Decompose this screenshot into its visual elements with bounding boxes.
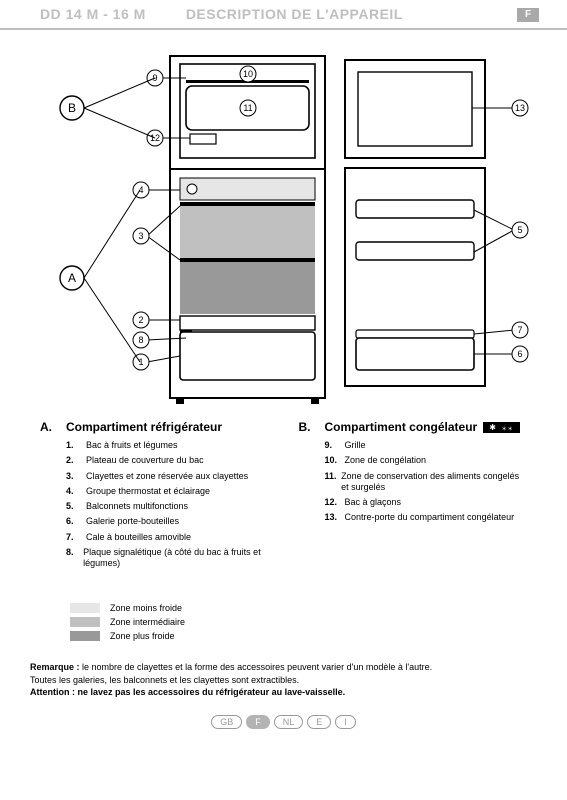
note-line-1: Remarque : le nombre de clayettes et la … xyxy=(30,661,537,674)
legend-row: Zone plus froide xyxy=(70,631,567,641)
svg-text:B: B xyxy=(68,101,76,115)
legend-swatch xyxy=(70,617,100,627)
legend-swatch xyxy=(70,603,100,613)
legend-row: Zone moins froide xyxy=(70,603,567,613)
list-item: 5.Balconnets multifonctions xyxy=(40,501,269,512)
item-text: Grille xyxy=(345,440,366,451)
svg-text:11: 11 xyxy=(243,103,252,113)
temperature-legend: Zone moins froide Zone intermédiaire Zone … xyxy=(70,603,567,641)
svg-text:10: 10 xyxy=(243,69,253,79)
page-title: DESCRIPTION DE L'APPAREIL xyxy=(186,6,403,22)
page-header: DD 14 M - 16 M DESCRIPTION DE L'APPAREIL… xyxy=(0,0,567,30)
item-text: Zone de conservation des aliments congel… xyxy=(341,471,527,494)
list-item: 4.Groupe thermostat et éclairage xyxy=(40,486,269,497)
legend-label: Zone moins froide xyxy=(110,603,182,613)
svg-text:6: 6 xyxy=(517,349,522,359)
list-item: 13.Contre-porte du compartiment congélat… xyxy=(299,512,528,523)
lang-nl[interactable]: NL xyxy=(274,715,304,729)
item-number: 8. xyxy=(66,547,83,570)
svg-text:13: 13 xyxy=(515,103,525,113)
item-number: 4. xyxy=(66,486,86,497)
section-b-title: Compartiment congélateur xyxy=(325,420,478,434)
item-text: Clayettes et zone réservée aux clayettes xyxy=(86,471,248,482)
model-code: DD 14 M - 16 M xyxy=(40,6,146,22)
freezer-rating-icon: ✱ ⁎⁎ xyxy=(483,422,520,433)
item-number: 5. xyxy=(66,501,86,512)
note-line-2: Toutes les galeries, les balconnets et l… xyxy=(30,674,537,687)
diagram-svg: 91011124328113576BA xyxy=(0,30,567,420)
list-item: 8.Plaque signalétique (à côté du bac à f… xyxy=(40,547,269,570)
section-b-letter: B. xyxy=(299,420,325,434)
item-text: Plateau de couverture du bac xyxy=(86,455,204,466)
section-b-head: B. Compartiment congélateur ✱ ⁎⁎ xyxy=(299,420,528,434)
note-remarque-text: le nombre de clayettes et la forme des a… xyxy=(80,662,433,672)
list-item: 6.Galerie porte-bouteilles xyxy=(40,516,269,527)
svg-text:8: 8 xyxy=(138,335,143,345)
list-item: 7.Cale à bouteilles amovible xyxy=(40,532,269,543)
legend-label: Zone plus froide xyxy=(110,631,175,641)
item-text: Bac à fruits et légumes xyxy=(86,440,178,451)
item-text: Bac à glaçons xyxy=(345,497,402,508)
lang-e[interactable]: E xyxy=(307,715,331,729)
svg-text:4: 4 xyxy=(138,185,143,195)
note-line-3: Attention : ne lavez pas les accessoires… xyxy=(30,686,537,699)
item-text: Cale à bouteilles amovible xyxy=(86,532,191,543)
item-number: 12. xyxy=(325,497,345,508)
legend-row: Zone intermédiaire xyxy=(70,617,567,627)
list-item: 10.Zone de congélation xyxy=(299,455,528,466)
note-remarque-label: Remarque : xyxy=(30,662,80,672)
legend-swatch xyxy=(70,631,100,641)
list-item: 11.Zone de conservation des aliments con… xyxy=(299,471,528,494)
list-item: 2.Plateau de couverture du bac xyxy=(40,455,269,466)
item-text: Plaque signalétique (à côté du bac à fru… xyxy=(83,547,268,570)
item-text: Zone de congélation xyxy=(345,455,427,466)
svg-text:1: 1 xyxy=(138,357,143,367)
svg-text:3: 3 xyxy=(138,231,143,241)
language-tab: F xyxy=(517,8,539,22)
description-columns: A. Compartiment réfrigérateur 1.Bac à fr… xyxy=(0,420,567,573)
item-text: Galerie porte-bouteilles xyxy=(86,516,179,527)
item-text: Balconnets multifonctions xyxy=(86,501,188,512)
item-number: 3. xyxy=(66,471,86,482)
section-a-letter: A. xyxy=(40,420,66,434)
item-number: 7. xyxy=(66,532,86,543)
list-item: 1.Bac à fruits et légumes xyxy=(40,440,269,451)
item-number: 10. xyxy=(325,455,345,466)
item-number: 6. xyxy=(66,516,86,527)
svg-text:5: 5 xyxy=(517,225,522,235)
notes-block: Remarque : le nombre de clayettes et la … xyxy=(30,661,537,699)
legend-label: Zone intermédiaire xyxy=(110,617,185,627)
item-number: 1. xyxy=(66,440,86,451)
item-text: Contre-porte du compartiment congélateur xyxy=(345,512,515,523)
note-attention: Attention : ne lavez pas les accessoires… xyxy=(30,687,345,697)
item-number: 13. xyxy=(325,512,345,523)
list-item: 9.Grille xyxy=(299,440,528,451)
list-item: 3.Clayettes et zone réservée aux clayett… xyxy=(40,471,269,482)
lang-gb[interactable]: GB xyxy=(211,715,242,729)
svg-text:7: 7 xyxy=(517,325,522,335)
section-a-head: A. Compartiment réfrigérateur xyxy=(40,420,269,434)
svg-text:2: 2 xyxy=(138,315,143,325)
section-a-title: Compartiment réfrigérateur xyxy=(66,420,222,434)
item-text: Groupe thermostat et éclairage xyxy=(86,486,210,497)
item-number: 2. xyxy=(66,455,86,466)
lang-i[interactable]: I xyxy=(335,715,356,729)
item-number: 11. xyxy=(325,471,342,494)
language-selector: GB F NLEI xyxy=(0,715,567,729)
section-b: B. Compartiment congélateur ✱ ⁎⁎ 9.Grill… xyxy=(299,420,528,573)
appliance-diagram: 91011124328113576BA xyxy=(0,30,567,420)
list-item: 12.Bac à glaçons xyxy=(299,497,528,508)
section-a: A. Compartiment réfrigérateur 1.Bac à fr… xyxy=(40,420,269,573)
lang-f[interactable]: F xyxy=(246,715,270,729)
svg-text:A: A xyxy=(68,271,76,285)
item-number: 9. xyxy=(325,440,345,451)
